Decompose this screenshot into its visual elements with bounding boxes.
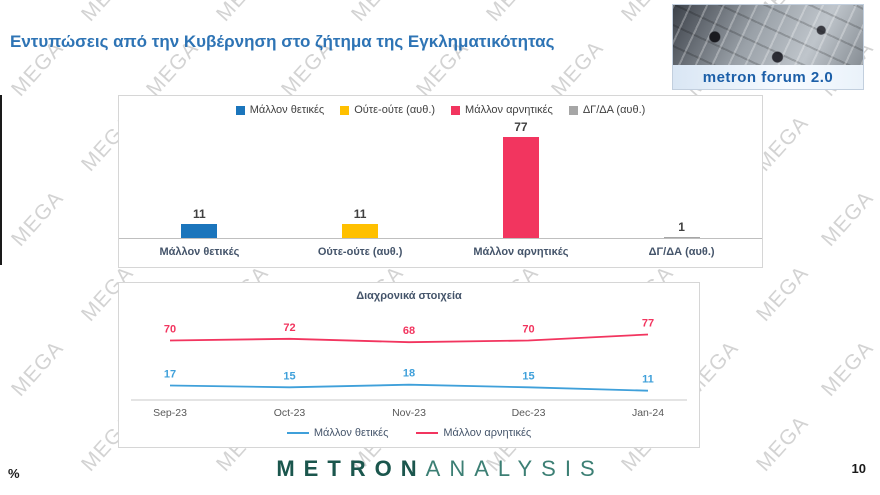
watermark-text: MEGA xyxy=(347,0,409,26)
watermark-text: MEGA xyxy=(0,0,4,26)
legend-item: Μάλλον αρνητικές xyxy=(416,427,531,439)
point-value-label: 70 xyxy=(164,324,176,336)
x-axis-label: Jan-24 xyxy=(632,407,664,419)
bar-plot-area: 11 xyxy=(119,126,280,239)
legend-swatch xyxy=(451,105,461,115)
legend-item: Μάλλον αρνητικές xyxy=(451,104,553,116)
bar-category-label: Μάλλον θετικές xyxy=(159,246,240,258)
watermark-text: MEGA xyxy=(0,261,4,326)
watermark-text: MEGA xyxy=(816,336,879,401)
watermark-text: MEGA xyxy=(212,0,274,26)
legend-item: Μάλλον θετικές xyxy=(235,104,325,116)
brand-primary: METRON xyxy=(276,456,426,481)
line-chart-svg: 17 15 18 15 11 70 72 68 70 77 Sep-23 Oct-23 Nov-23 De… xyxy=(131,318,687,419)
x-axis-label: Dec-23 xyxy=(512,407,546,419)
bar-column: 11 Ούτε-ούτε (αυθ.) xyxy=(279,126,441,265)
point-value-label: 68 xyxy=(403,325,415,337)
legend-label: Μάλλον αρνητικές xyxy=(443,427,532,439)
line-chart-legend: Μάλλον θετικές Μάλλον αρνητικές xyxy=(119,427,699,439)
legend-line-swatch xyxy=(286,432,309,434)
legend-item: ΔΓ/ΔΑ (αυθ.) xyxy=(568,104,646,116)
page-number: 10 xyxy=(851,461,866,476)
point-value-label: 17 xyxy=(164,369,176,381)
point-value-label: 15 xyxy=(522,370,534,382)
point-value-label: 77 xyxy=(642,318,654,330)
point-value-label: 70 xyxy=(522,324,534,336)
series-line xyxy=(169,383,649,392)
legend-swatch xyxy=(568,105,578,115)
bar-plot-area: 11 xyxy=(279,126,441,239)
x-axis-label: Sep-23 xyxy=(153,407,187,419)
bar-column: 1 ΔΓ/ΔΑ (αυθ.) xyxy=(601,126,762,265)
bar-plot-area: 77 xyxy=(440,120,602,239)
watermark-text: MEGA xyxy=(77,0,139,26)
line-chart-title: Διαχρονικά στοιχεία xyxy=(356,290,462,302)
legend-label: Μάλλον θετικές xyxy=(313,427,389,439)
metron-forum-logo: metron forum 2.0 xyxy=(672,4,864,90)
legend-item: Ούτε-ούτε (αυθ.) xyxy=(340,104,435,116)
percent-label: % xyxy=(8,466,20,481)
metron-analysis-logo: METRONANALYSIS xyxy=(0,456,880,482)
logo-caption: metron forum 2.0 xyxy=(673,65,863,89)
page-title: Εντυπώσεις από την Κυβέρνηση στο ζήτημα … xyxy=(10,32,555,51)
bar-chart: 11 Μάλλον θετικές 11 Ούτε-ούτε (αυθ.) 77 Μάλλ… xyxy=(119,120,762,265)
bar-chart-panel: Μάλλον θετικές Ούτε-ούτε (αυθ.) Μάλλον αρν… xyxy=(118,95,763,268)
bar-value-label: 11 xyxy=(193,206,206,221)
watermark-text: MEGA xyxy=(617,0,679,26)
legend-line-swatch xyxy=(416,432,439,434)
bar-plot-area: 1 xyxy=(601,126,762,239)
legend-label: ΔΓ/ΔΑ (αυθ.) xyxy=(582,104,646,116)
bar-chart-legend: Μάλλον θετικές Ούτε-ούτε (αυθ.) Μάλλον αρν… xyxy=(119,104,762,116)
bar xyxy=(181,223,218,238)
point-value-label: 15 xyxy=(283,370,295,382)
point-value-label: 72 xyxy=(283,322,295,334)
left-edge-line xyxy=(0,95,2,265)
legend-label: Μάλλον θετικές xyxy=(249,104,325,116)
watermark-text: MEGA xyxy=(6,336,69,401)
bar-category-label: Μάλλον αρνητικές xyxy=(473,246,569,258)
bar-column: 11 Μάλλον θετικές xyxy=(119,126,280,265)
brand-secondary: ANALYSIS xyxy=(425,456,604,481)
bar xyxy=(502,136,539,238)
bar-category-label: ΔΓ/ΔΑ (αυθ.) xyxy=(648,246,715,258)
bar xyxy=(663,236,700,238)
watermark-text: MEGA xyxy=(751,261,814,326)
x-axis-label: Nov-23 xyxy=(392,407,426,419)
watermark-text: MEGA xyxy=(6,186,69,251)
legend-label: Ούτε-ούτε (αυθ.) xyxy=(354,104,436,116)
bar xyxy=(342,223,379,238)
watermark-text: MEGA xyxy=(546,36,609,101)
line-chart: 17 15 18 15 11 70 72 68 70 77 Sep-23 Oct-23 Nov-23 De… xyxy=(119,304,699,431)
point-value-label: 11 xyxy=(642,374,654,386)
bar-category-label: Ούτε-ούτε (αυθ.) xyxy=(317,246,403,258)
bar-value-label: 77 xyxy=(514,119,528,134)
legend-label: Μάλλον αρνητικές xyxy=(465,104,553,116)
point-value-label: 18 xyxy=(403,368,415,380)
bar-column: 77 Μάλλον αρνητικές xyxy=(440,120,602,265)
x-axis-label: Oct-23 xyxy=(274,407,306,419)
watermark-text: MEGA xyxy=(482,0,544,26)
series-line xyxy=(169,333,649,344)
legend-swatch xyxy=(340,105,350,115)
legend-item: Μάλλον θετικές xyxy=(286,427,389,439)
watermark-text: MEGA xyxy=(816,186,879,251)
bar-value-label: 1 xyxy=(678,219,685,234)
bar-value-label: 11 xyxy=(353,206,367,221)
legend-swatch xyxy=(235,105,245,115)
line-chart-panel: Διαχρονικά στοιχεία 17 15 18 15 11 70 72 68 70 77… xyxy=(118,282,700,448)
